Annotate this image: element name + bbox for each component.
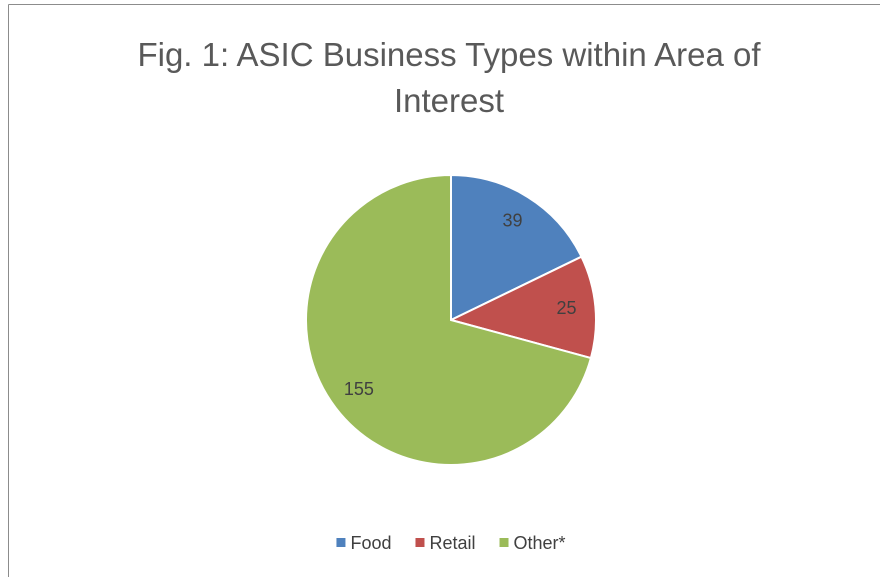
pie-slice xyxy=(450,173,583,322)
legend-label: Retail xyxy=(429,533,475,553)
data-label: 25 xyxy=(556,298,576,318)
chart-title: Fig. 1: ASIC Business Types within Area … xyxy=(137,36,761,119)
data-label: 39 xyxy=(503,210,523,230)
legend-label: Food xyxy=(350,533,391,553)
legend-label: Other* xyxy=(514,533,566,553)
data-label: 155 xyxy=(344,379,374,399)
pie-slice xyxy=(305,173,593,466)
legend-swatch xyxy=(336,538,346,547)
pie-slice xyxy=(448,255,597,360)
legend-swatch xyxy=(415,538,425,547)
legend-swatch xyxy=(499,538,509,547)
